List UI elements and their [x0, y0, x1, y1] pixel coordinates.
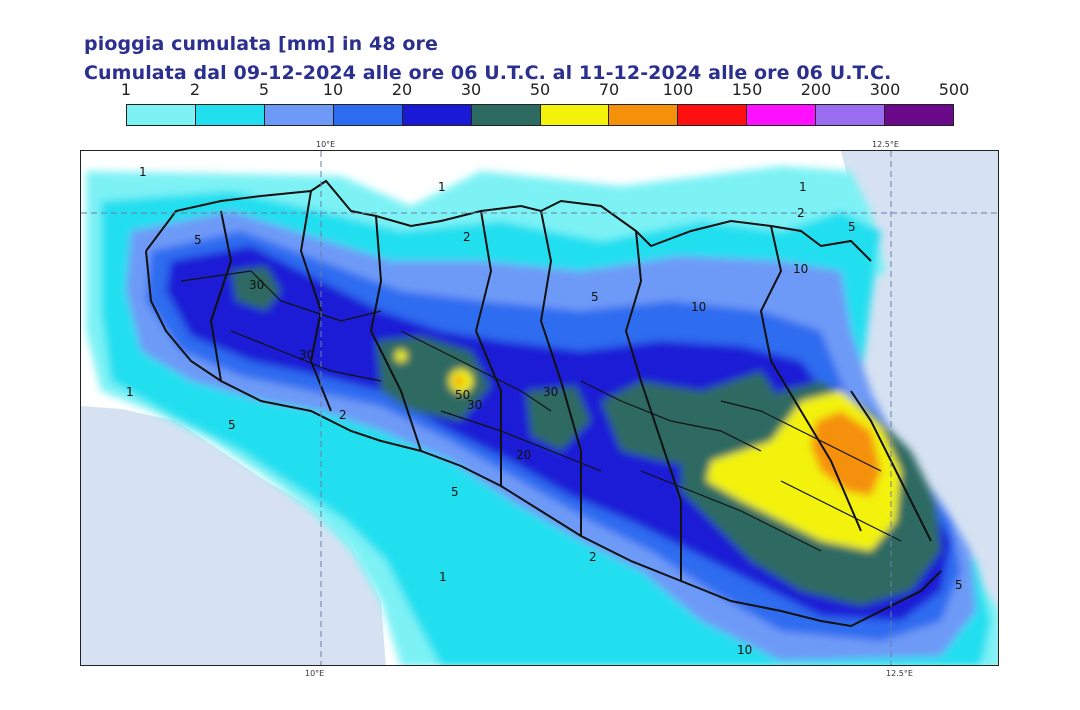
axis-label-top-left: 10°E [316, 140, 336, 149]
contour-label: 5 [848, 220, 856, 234]
contour-label: 1 [126, 385, 134, 399]
legend-label: 200 [800, 80, 832, 99]
legend-label: 100 [662, 80, 694, 99]
basin-line [640, 470, 822, 552]
province-border [624, 230, 682, 581]
precipitation-map: 1 1 2 5 30 30 1 5 50 30 2 5 30 20 5 10 1… [80, 150, 999, 666]
basin-line [780, 480, 902, 542]
map-subtitle: Cumulata dal 09-12-2024 alle ore 06 U.T.… [84, 62, 892, 84]
province-border [759, 225, 862, 532]
contour-label: 1 [139, 165, 147, 179]
legend-label: 70 [598, 80, 620, 99]
legend-swatch [678, 105, 748, 125]
region-border [145, 179, 872, 262]
contour-label: 1 [799, 180, 807, 194]
legend-swatch [195, 105, 265, 125]
contour-label: 30 [543, 385, 558, 399]
legend-label: 10 [322, 80, 344, 99]
legend-swatch [127, 105, 196, 125]
contour-label: 2 [589, 550, 597, 564]
province-border [209, 210, 233, 382]
map-svg: 1 1 2 5 30 30 1 5 50 30 2 5 30 20 5 10 1… [81, 151, 998, 665]
legend-label: 30 [460, 80, 482, 99]
legend-label: 2 [189, 80, 201, 99]
contour-label: 30 [249, 278, 264, 292]
legend-label: 300 [869, 80, 901, 99]
legend-label: 500 [938, 80, 970, 99]
contour-label: 5 [228, 418, 236, 432]
basin-line [400, 330, 552, 412]
contour-label: 20 [516, 448, 531, 462]
legend-label: 20 [391, 80, 413, 99]
tyrrhenian-sea [81, 406, 386, 665]
band-70mm [454, 376, 464, 386]
contour-label: 10 [737, 643, 752, 657]
contour-label: 30 [467, 398, 482, 412]
contour-label: 5 [451, 485, 459, 499]
legend-swatch [885, 105, 954, 125]
contour-label: 30 [299, 348, 314, 362]
contour-label: 10 [793, 262, 808, 276]
basin-line [440, 410, 602, 472]
basin-line [180, 270, 382, 322]
legend-label: 5 [258, 80, 270, 99]
legend-swatch [540, 105, 610, 125]
legend-swatch [747, 105, 817, 125]
band-50mm [395, 350, 407, 362]
basin-line [580, 380, 762, 452]
contour-label: 10 [691, 300, 706, 314]
legend-swatch [609, 105, 679, 125]
province-border [539, 210, 582, 536]
contour-label: 1 [438, 180, 446, 194]
axis-label-bottom-right: 12.5°E [886, 669, 913, 678]
legend-labels: 1 2 5 10 20 30 50 70 100 150 200 300 500 [121, 80, 969, 100]
basin-line [230, 330, 382, 382]
contour-label: 2 [339, 408, 347, 422]
legend-swatch [816, 105, 886, 125]
legend-label: 1 [120, 80, 132, 99]
legend-label: 150 [731, 80, 763, 99]
province-border [369, 215, 422, 452]
river-basins [180, 270, 902, 552]
contour-label: 1 [439, 570, 447, 584]
axis-label-top-right: 12.5°E [872, 140, 899, 149]
contour-label: 5 [591, 290, 599, 304]
legend-swatch [402, 105, 472, 125]
boundaries [145, 179, 942, 628]
contour-label: 2 [797, 206, 805, 220]
band-30mm [526, 386, 591, 451]
color-scale-bar [126, 104, 954, 126]
contour-label: 5 [194, 233, 202, 247]
province-border [474, 210, 502, 486]
basin-line [720, 400, 882, 472]
legend-label: 50 [529, 80, 551, 99]
map-title: pioggia cumulata [mm] in 48 ore [84, 33, 438, 55]
legend-swatch [333, 105, 403, 125]
contour-label: 5 [955, 578, 963, 592]
graticule [81, 151, 998, 665]
contour-label: 50 [455, 388, 470, 402]
legend-swatch [471, 105, 541, 125]
legend-swatch [264, 105, 334, 125]
band-30mm [231, 266, 281, 311]
axis-label-bottom-left: 10°E [305, 669, 325, 678]
contour-labels: 1 1 2 5 30 30 1 5 50 30 2 5 30 20 5 10 1… [126, 165, 963, 657]
contour-label: 2 [463, 230, 471, 244]
